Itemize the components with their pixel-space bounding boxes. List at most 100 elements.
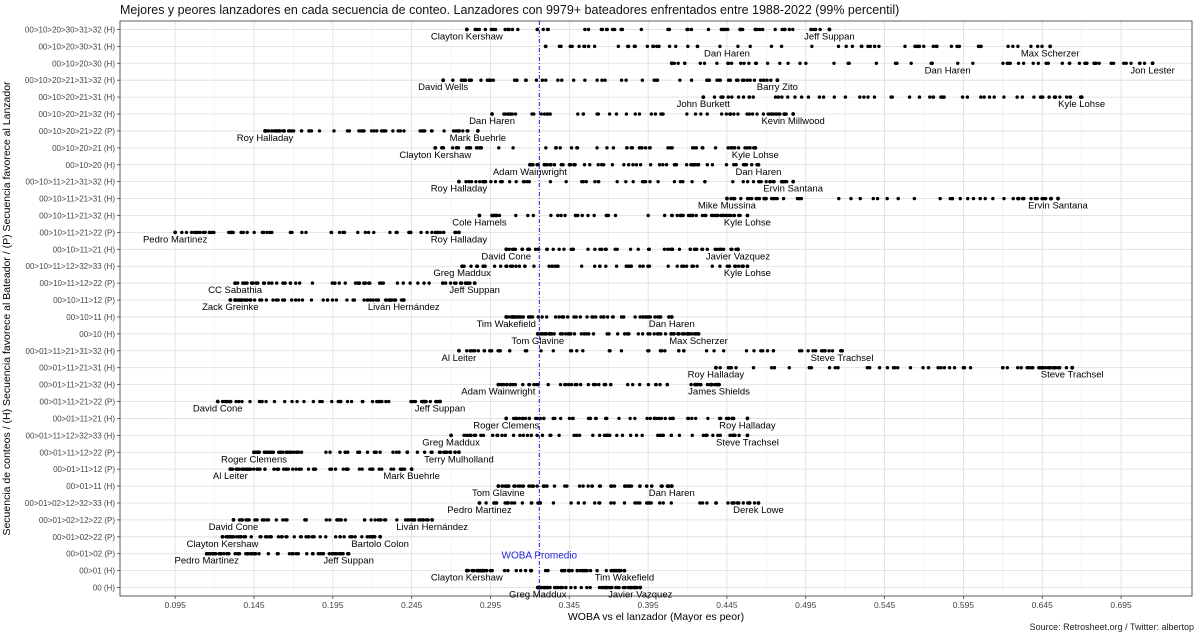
data-point <box>567 416 572 421</box>
pitcher-label: Greg Maddux <box>509 590 567 601</box>
data-point <box>495 433 499 438</box>
pitcher-label: Kyle Lohse <box>732 150 779 161</box>
data-point <box>435 230 440 235</box>
y-tick-label: 00>01>02>22 (P) <box>53 533 116 542</box>
data-point <box>272 467 276 471</box>
y-tick-label: 00>01>11>12>22 (P) <box>40 448 116 457</box>
data-point <box>441 230 446 235</box>
data-point <box>753 27 758 32</box>
data-point <box>290 399 294 404</box>
data-point <box>868 365 872 370</box>
data-point <box>503 433 508 438</box>
data-point <box>872 95 877 99</box>
data-point <box>578 382 583 387</box>
data-point <box>241 230 246 235</box>
data-point <box>743 146 747 150</box>
data-point <box>725 264 729 268</box>
data-point <box>557 433 561 438</box>
data-point <box>536 501 540 505</box>
data-point <box>665 382 669 387</box>
data-point <box>726 27 730 32</box>
data-point <box>579 264 584 268</box>
data-point <box>465 433 469 438</box>
data-point <box>387 399 391 404</box>
data-point <box>597 382 601 387</box>
data-point <box>575 349 579 353</box>
data-point <box>508 112 512 116</box>
data-point <box>625 264 630 268</box>
pitcher-label: Dan Haren <box>649 319 695 330</box>
data-point <box>338 450 342 454</box>
data-point <box>751 179 756 184</box>
data-point <box>569 146 574 150</box>
y-tick-label: 00>10>20>21>22 (P) <box>39 127 115 136</box>
data-point <box>690 416 694 421</box>
data-point <box>248 399 252 404</box>
data-point <box>468 146 473 150</box>
data-point <box>513 247 518 252</box>
data-point <box>306 467 311 471</box>
data-point <box>500 433 504 438</box>
data-point <box>549 433 553 438</box>
data-point <box>682 349 686 353</box>
data-point <box>561 163 565 167</box>
data-point <box>370 535 375 539</box>
data-point <box>648 163 653 167</box>
data-point <box>454 230 458 235</box>
data-point <box>569 382 574 387</box>
pitcher-label: Cole Hamels <box>452 217 507 228</box>
data-point <box>667 27 672 32</box>
data-point <box>726 95 730 99</box>
data-point <box>942 365 947 370</box>
data-point <box>410 518 414 522</box>
data-point <box>558 416 563 421</box>
data-point <box>544 78 548 82</box>
data-point <box>527 416 532 421</box>
x-tick-label: 0.445 <box>716 600 738 610</box>
data-point <box>550 264 555 268</box>
data-point <box>645 501 649 505</box>
y-tick-label: 00>01 (H) <box>79 567 115 576</box>
data-point <box>787 27 792 32</box>
y-tick-label: 00>10>11>21>31 (H) <box>39 195 115 204</box>
data-point <box>507 247 511 252</box>
data-point <box>648 416 653 421</box>
data-point <box>690 433 694 438</box>
data-point <box>569 585 573 590</box>
data-point <box>617 568 622 573</box>
data-point <box>357 467 362 471</box>
data-point <box>571 247 575 252</box>
data-point <box>598 264 602 268</box>
y-tick-label: 00>01>11>21>32 (H) <box>39 381 115 390</box>
pitcher-label: David Cone <box>209 522 259 533</box>
data-point <box>487 78 491 82</box>
data-point <box>931 44 935 49</box>
data-point <box>333 535 338 539</box>
data-point <box>577 433 582 438</box>
data-point <box>629 264 634 268</box>
data-point-min <box>204 551 209 556</box>
x-tick-label: 0.545 <box>874 600 896 610</box>
data-point <box>614 264 619 268</box>
data-point <box>443 281 448 285</box>
data-point <box>694 213 698 218</box>
data-point <box>520 501 525 505</box>
data-point-min <box>725 196 729 201</box>
pitcher-labels: Clayton Kershaw Jeff Suppan Dan Haren Max S… <box>143 31 1175 600</box>
data-point <box>729 146 733 150</box>
data-point <box>429 450 433 454</box>
data-point <box>476 349 481 353</box>
data-point <box>768 179 772 184</box>
data-point <box>597 433 602 438</box>
data-point <box>719 416 723 421</box>
data-point <box>866 44 870 49</box>
data-point <box>222 399 226 404</box>
data-point <box>250 281 254 285</box>
x-tick-label: 0.495 <box>795 600 817 610</box>
data-point-max <box>457 450 461 455</box>
data-point <box>508 349 512 353</box>
data-point <box>653 315 657 319</box>
data-point <box>745 112 749 116</box>
data-point <box>573 213 578 218</box>
data-point <box>330 281 334 285</box>
